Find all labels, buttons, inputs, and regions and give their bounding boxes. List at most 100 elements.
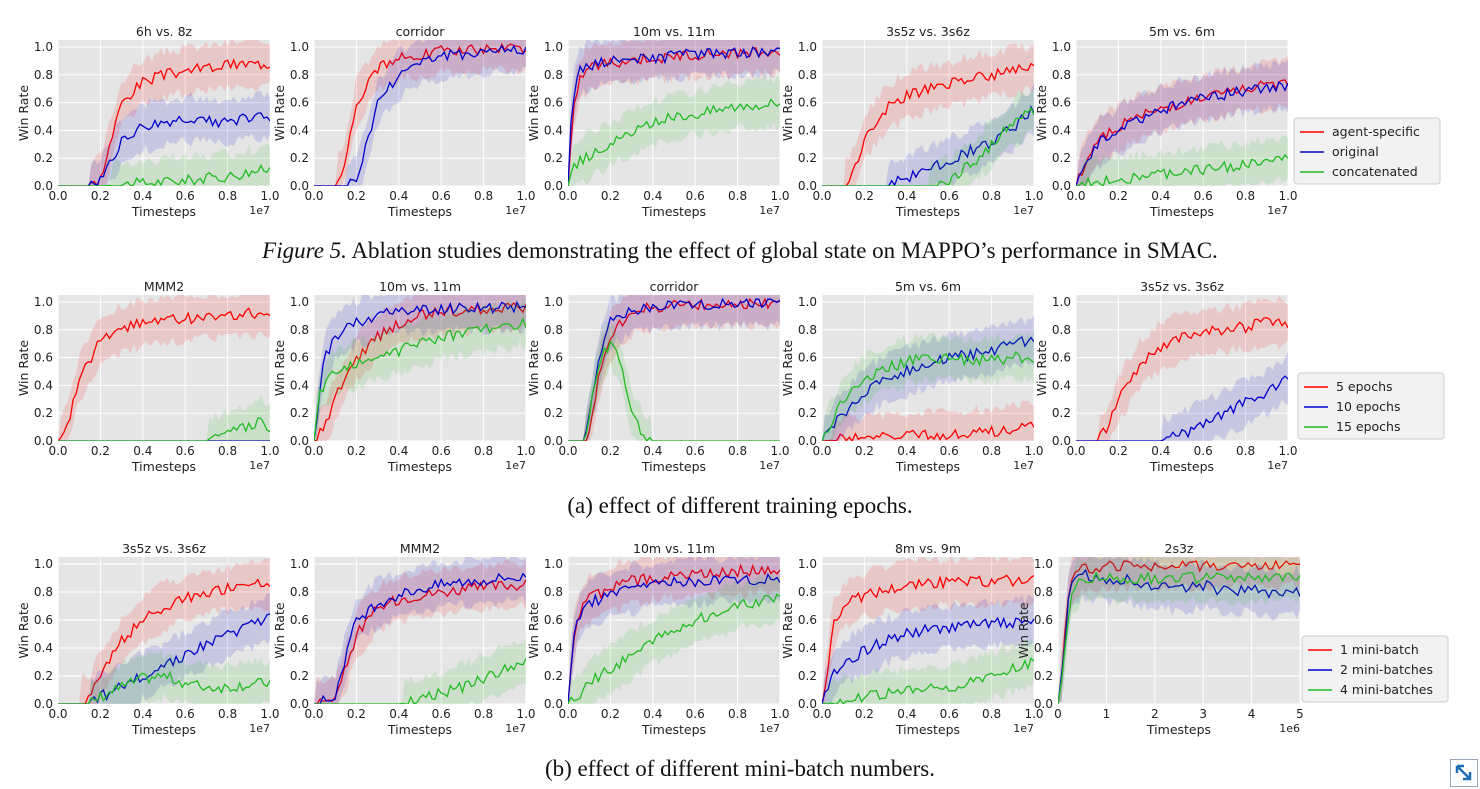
panel-title: 8m vs. 9m <box>895 541 961 556</box>
x-tick-label: 0 <box>1054 707 1062 721</box>
x-tick-label: 0.4 <box>897 189 916 203</box>
y-axis-label: Win Rate <box>272 85 287 141</box>
y-tick-label: 1.0 <box>798 295 817 309</box>
x-axis-label: Timesteps <box>387 204 452 219</box>
y-tick-label: 1.0 <box>544 295 563 309</box>
x-tick-label: 1.0 <box>516 707 535 721</box>
x-scale-label: 1e7 <box>505 722 526 735</box>
x-tick-label: 1.0 <box>260 707 279 721</box>
x-tick-label: 0.6 <box>1194 444 1213 458</box>
series-group <box>58 295 270 441</box>
chart-panel-2-2: 0.0 0.2 0.4 0.6 0.8 1.0 0.0 0.2 0.4 0.6 0.8 1.0 10m … <box>526 541 790 737</box>
y-tick-label: 0.6 <box>34 351 53 365</box>
series-band-5-epochs <box>58 295 270 441</box>
legend-label: 1 mini-batch <box>1340 642 1419 657</box>
y-tick-label: 0.8 <box>544 323 563 337</box>
y-tick-label: 0.0 <box>1052 179 1071 193</box>
series-line-original <box>822 104 1034 186</box>
series-line-concatenated <box>58 163 270 186</box>
series-line-4-mini-batches <box>1058 571 1300 704</box>
y-tick-label: 1.0 <box>1052 40 1071 54</box>
series-line-1-mini-batch <box>822 574 1034 704</box>
y-tick-label: 0.2 <box>544 406 563 420</box>
legend-box <box>1297 372 1445 440</box>
x-tick-label: 1.0 <box>516 444 535 458</box>
series-line-15-epochs <box>568 340 780 441</box>
y-tick-label: 0.8 <box>290 68 309 82</box>
y-axis-label: Win Rate <box>16 602 31 658</box>
series-group <box>1058 557 1300 704</box>
series-band-concatenated <box>568 75 780 186</box>
x-tick-label: 0.0 <box>558 707 577 721</box>
x-scale-label: 1e7 <box>1267 459 1288 472</box>
y-tick-label: 0.4 <box>34 123 53 137</box>
series-band-agent-specific <box>314 40 526 186</box>
x-tick-label: 0.6 <box>940 189 959 203</box>
y-tick-label: 0.4 <box>290 378 309 392</box>
series-line-1-mini-batch <box>58 578 270 704</box>
chart-panel-2-4: 0.0 0.2 0.4 0.6 0.8 1.0 0 1 2 3 4 5 2s3z Timesteps 1e6… <box>1016 541 1304 737</box>
expand-icon[interactable] <box>1450 759 1478 787</box>
y-tick-label: 1.0 <box>544 40 563 54</box>
chart-panel-1-1: 0.0 0.2 0.4 0.6 0.8 1.0 0.0 0.2 0.4 0.6 0.8 1.0 10m … <box>272 279 536 474</box>
y-tick-label: 0.0 <box>544 697 563 711</box>
y-tick-label: 0.2 <box>1052 151 1071 165</box>
series-group <box>1076 296 1288 441</box>
chart-panel-2-3: 0.0 0.2 0.4 0.6 0.8 1.0 0.0 0.2 0.4 0.6 0.8 1.0 8m v… <box>780 541 1044 737</box>
y-tick-label: 0.2 <box>1052 406 1071 420</box>
series-line-4-mini-batches <box>314 658 526 704</box>
y-tick-label: 0.8 <box>544 585 563 599</box>
series-line-2-mini-batches <box>314 572 526 704</box>
series-line-original <box>314 44 526 186</box>
series-line-2-mini-batches <box>568 572 780 704</box>
y-tick-label: 0.6 <box>290 613 309 627</box>
y-tick-label: 0.2 <box>544 151 563 165</box>
x-tick-label: 0.2 <box>1109 444 1128 458</box>
series-line-10-epochs <box>568 297 780 441</box>
legend-label: 10 epochs <box>1336 399 1400 414</box>
x-tick-label: 0.4 <box>133 444 152 458</box>
series-band-2-mini-batches <box>314 557 526 704</box>
series-line-1-mini-batch <box>1058 559 1300 704</box>
y-tick-label: 0.6 <box>1052 96 1071 110</box>
chart-panel-2-1: 0.0 0.2 0.4 0.6 0.8 1.0 0.0 0.2 0.4 0.6 0.8 1.0 MMM2… <box>272 541 536 737</box>
x-tick-label: 0.8 <box>218 444 237 458</box>
x-tick-label: 0.0 <box>304 189 323 203</box>
series-line-original <box>1076 81 1288 186</box>
legend-label: agent-specific <box>1332 124 1420 139</box>
x-tick-label: 1.0 <box>260 189 279 203</box>
series-line-5-epochs <box>822 421 1034 441</box>
x-tick-label: 0.6 <box>1194 189 1213 203</box>
x-tick-label: 1.0 <box>770 444 789 458</box>
y-tick-label: 0.8 <box>290 323 309 337</box>
x-tick-label: 0.2 <box>347 707 366 721</box>
series-band-4-mini-batches <box>568 574 780 704</box>
series-band-10-epochs <box>1076 351 1288 441</box>
y-tick-label: 0.0 <box>798 697 817 711</box>
series-band-concatenated <box>58 143 270 186</box>
x-tick-label: 0.8 <box>1236 444 1255 458</box>
series-band-4-mini-batches <box>58 649 270 704</box>
series-band-1-mini-batch <box>822 557 1034 704</box>
series-line-agent-specific <box>58 58 270 186</box>
y-tick-label: 0.2 <box>34 406 53 420</box>
y-tick-label: 0.6 <box>1052 351 1071 365</box>
legend-label: original <box>1332 144 1379 159</box>
y-tick-label: 0.2 <box>290 669 309 683</box>
x-axis-label: Timesteps <box>895 204 960 219</box>
x-tick-label: 0.2 <box>601 189 620 203</box>
x-tick-label: 0.0 <box>304 707 323 721</box>
x-tick-label: 0.2 <box>855 444 874 458</box>
x-axis-label: Timesteps <box>1149 459 1214 474</box>
series-line-concatenated <box>1076 153 1288 186</box>
x-axis-label: Timesteps <box>131 722 196 737</box>
y-tick-label: 0.6 <box>544 96 563 110</box>
series-line-10-epochs <box>314 300 526 441</box>
y-tick-label: 0.8 <box>544 68 563 82</box>
series-line-1-mini-batch <box>568 563 780 704</box>
x-tick-label: 0.8 <box>474 707 493 721</box>
x-tick-label: 0.4 <box>643 189 662 203</box>
x-scale-label: 1e7 <box>1013 204 1034 217</box>
x-scale-label: 1e7 <box>1013 459 1034 472</box>
y-axis-label: Win Rate <box>1016 602 1031 658</box>
